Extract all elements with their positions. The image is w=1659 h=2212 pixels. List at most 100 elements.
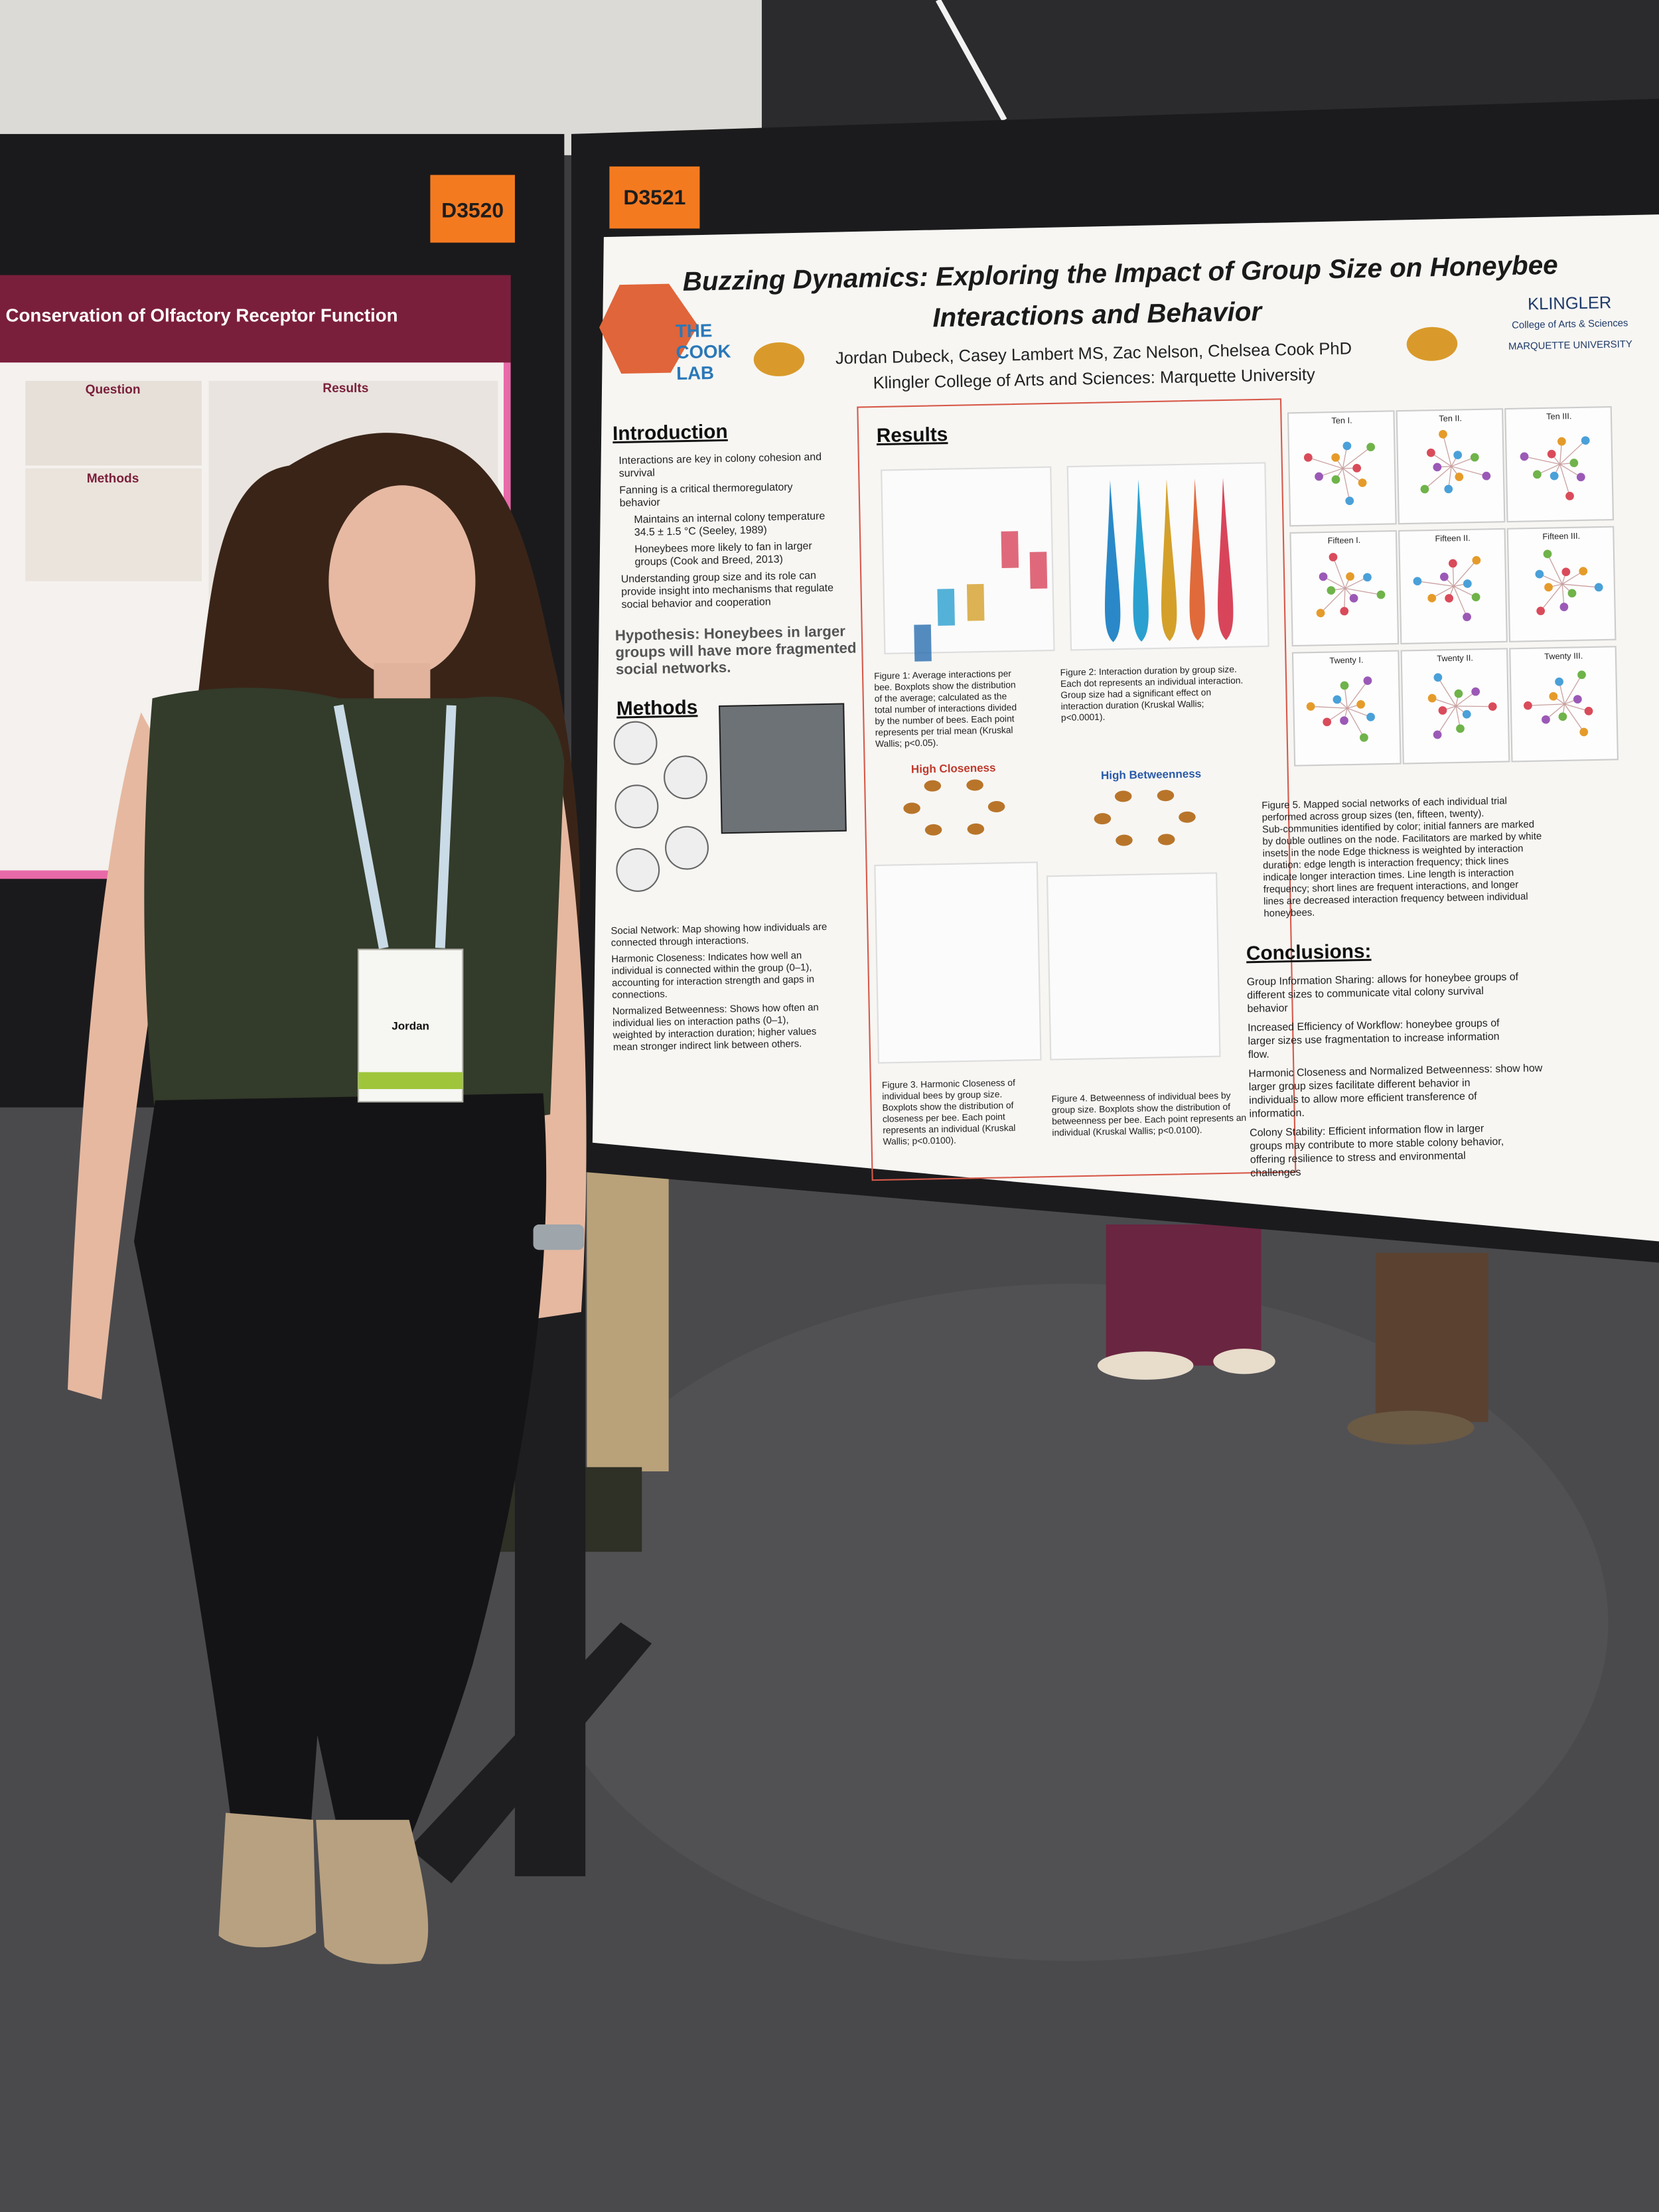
methods-item: Social Network: Map showing how individu…: [611, 922, 827, 948]
network-node: [1555, 677, 1563, 686]
figure-caption: Figure 4. Betweenness of individual bees…: [1051, 1090, 1246, 1138]
arena-icon: [665, 826, 709, 870]
bee-icon: [1094, 813, 1112, 825]
network-node: [1455, 473, 1464, 481]
bee-icon: [1116, 834, 1133, 846]
arena-icon: [664, 755, 707, 800]
methods-diagram: [613, 721, 709, 892]
left-poster-heading: Results: [323, 382, 368, 396]
network-node: [1340, 607, 1349, 616]
badge-stripe: [358, 1072, 463, 1089]
ceiling: [761, 0, 1659, 141]
arena-icon: [613, 721, 658, 765]
network-edge: [1333, 557, 1346, 589]
network-node: [1356, 700, 1366, 709]
result-figures: [874, 462, 1269, 1064]
violin: [1189, 478, 1205, 641]
network-node: [1346, 572, 1354, 581]
school-logo: College of Arts & Sciences: [1512, 318, 1628, 331]
network-edge: [1540, 583, 1563, 611]
booth-sign: [609, 166, 700, 229]
section-heading: Methods: [616, 696, 698, 719]
network-node: [1327, 586, 1336, 595]
network-label: Ten II.: [1439, 413, 1462, 423]
network-node: [1581, 436, 1590, 445]
network-node: [1579, 727, 1589, 737]
figure-label: High Closeness: [911, 761, 996, 775]
network-node: [1331, 453, 1340, 462]
network-node: [1471, 593, 1480, 602]
methods-list: Social Network: Map showing how individu…: [611, 922, 827, 1053]
network-node: [1340, 681, 1349, 690]
network-node: [1549, 692, 1558, 701]
network-node: [1547, 449, 1556, 459]
shoe: [316, 1820, 429, 1964]
network-edge: [1417, 581, 1454, 587]
left-poster-header: [0, 275, 511, 363]
watch: [533, 1224, 585, 1250]
boxplot: [937, 589, 955, 626]
figure-panel: [881, 466, 1055, 654]
network-node: [1565, 492, 1574, 500]
network-edge: [1524, 456, 1560, 465]
network-edge: [1455, 705, 1493, 707]
poster-title: Interactions and Behavior: [932, 296, 1263, 333]
section-heading: Results: [876, 423, 948, 447]
shoe: [218, 1812, 317, 1948]
intro-item: Fanning is a critical thermoregulatorybe…: [619, 482, 793, 509]
network-edge: [1451, 466, 1487, 477]
network-label: Twenty I.: [1329, 655, 1363, 666]
network-node: [1329, 553, 1338, 561]
left-poster-panel: [25, 468, 202, 581]
figure-captions: Figure 1: Average interactions perbee. B…: [874, 664, 1246, 1147]
network-node: [1366, 443, 1376, 451]
visitor-shoe: [1097, 1351, 1194, 1380]
network-node: [1444, 484, 1453, 494]
network-node: [1471, 687, 1480, 696]
network-node: [1462, 709, 1471, 719]
network-node: [1331, 475, 1340, 484]
network-label: Fifteen II.: [1435, 533, 1470, 544]
floor-reflection: [536, 1284, 1609, 1961]
bee-icon: [967, 823, 985, 835]
booth-number: D3521: [623, 185, 685, 209]
network-edge: [1437, 705, 1457, 735]
logo-hex: [599, 283, 698, 374]
violin: [1104, 480, 1121, 642]
network-node: [1536, 607, 1546, 615]
conclusion-item: Group Information Sharing: allows for ho…: [1247, 972, 1520, 1015]
bee-illustration: [753, 342, 805, 376]
visitor-legs: [1106, 1224, 1262, 1366]
booth-number: D3520: [441, 198, 504, 222]
network-node: [1520, 452, 1529, 461]
bee-icon: [903, 802, 920, 814]
network-label: Twenty III.: [1544, 650, 1583, 661]
network-node: [1366, 713, 1375, 721]
school-logo: KLINGLER: [1528, 293, 1612, 313]
badge-name: Jordan: [392, 1020, 429, 1033]
bee-icon: [1114, 790, 1132, 802]
left-poster-heading: Methods: [87, 472, 139, 486]
booth-sign: [430, 175, 515, 243]
logo-text: THE: [676, 320, 713, 341]
network-edge: [1562, 583, 1599, 588]
left-poster-heading: Question: [86, 383, 141, 397]
network-node: [1439, 572, 1449, 581]
figure-panel: [874, 861, 1042, 1064]
arena-icon: [614, 784, 659, 829]
network-node: [1594, 583, 1603, 592]
network-node: [1542, 715, 1550, 724]
board-foot: [409, 1622, 652, 1883]
network-edge: [1453, 586, 1468, 617]
network-node: [1433, 730, 1442, 739]
boxplot: [1001, 531, 1019, 569]
network-node: [1433, 673, 1443, 682]
intro-item: Honeybees more likely to fan in largergr…: [634, 540, 813, 567]
intro-item: Interactions are key in colony cohesion …: [618, 451, 822, 479]
network-edge: [1547, 553, 1563, 585]
figure-caption: Figure 1: Average interactions perbee. B…: [874, 668, 1017, 749]
boxplot: [914, 624, 932, 662]
network-node: [1573, 695, 1582, 703]
